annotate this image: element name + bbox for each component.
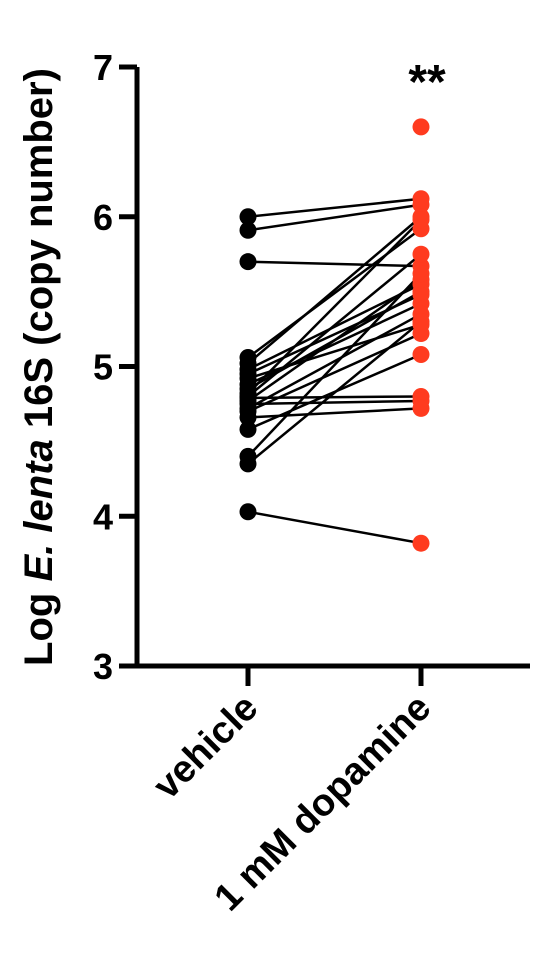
pair-line — [247, 218, 422, 395]
y-axis: 3 4 5 6 7 — [93, 47, 140, 687]
x-tick-label: vehicle — [146, 687, 267, 808]
pair-line — [247, 323, 422, 380]
vehicle-point — [239, 408, 257, 426]
pair-line — [247, 227, 422, 359]
pair-line — [247, 407, 422, 419]
y-tick-label: 5 — [93, 347, 113, 388]
pair-line — [247, 272, 422, 458]
dopamine-point — [412, 346, 430, 364]
y-axis-title-part-3: 16S (copy number) — [17, 68, 61, 439]
pair-lines — [247, 197, 422, 545]
y-axis-title: Log E. lenta 16S (copy number) — [17, 68, 61, 666]
pair-line — [247, 260, 422, 268]
pair-line — [247, 312, 422, 410]
dopamine-point — [412, 245, 430, 263]
vehicle-point — [239, 221, 257, 239]
pair-line — [247, 302, 422, 386]
pair-line — [247, 253, 422, 398]
y-tick-label: 7 — [93, 47, 113, 88]
dopamine-point — [412, 325, 430, 343]
significance-annotation: ** — [408, 56, 446, 109]
vehicle-point — [239, 503, 257, 521]
y-axis-title-part-1: Log — [17, 582, 61, 666]
pair-line — [247, 510, 422, 545]
vehicle-point — [239, 455, 257, 473]
pair-line — [247, 197, 422, 218]
pair-line — [247, 278, 422, 402]
pair-line — [247, 215, 422, 365]
pair-line — [247, 399, 422, 406]
vehicle-point — [239, 253, 257, 271]
data-points — [239, 118, 430, 552]
dopamine-point — [412, 196, 430, 214]
dopamine-point — [412, 211, 430, 229]
vehicle-point — [239, 208, 257, 226]
dopamine-point — [412, 118, 430, 136]
dopamine-point — [412, 265, 430, 283]
dopamine-point — [412, 313, 430, 331]
vehicle-point — [239, 420, 257, 438]
pair-line — [247, 320, 422, 465]
dopamine-point — [412, 283, 430, 301]
pair-line — [247, 203, 422, 232]
pair-line — [247, 395, 422, 400]
y-tick-label: 3 — [93, 646, 113, 687]
y-tick-label: 6 — [93, 197, 113, 238]
dopamine-point — [412, 399, 430, 417]
dopamine-point — [412, 534, 430, 552]
y-axis-title-part-2: E. lenta — [17, 439, 61, 581]
y-tick-label: 4 — [93, 496, 113, 537]
